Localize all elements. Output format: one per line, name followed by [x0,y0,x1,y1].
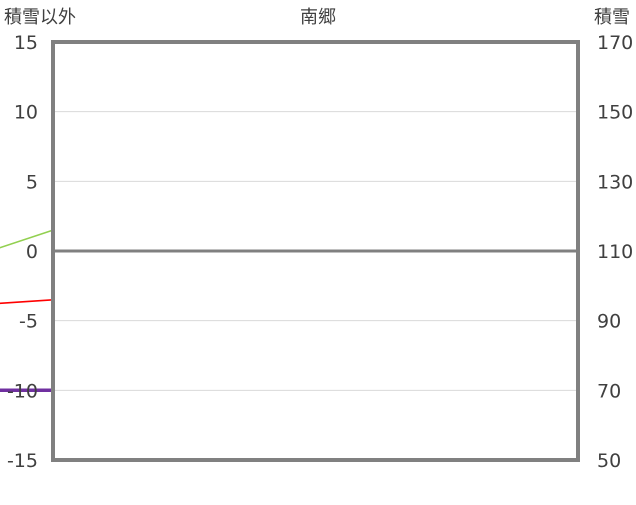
y-right-tick-label: 150 [597,102,633,124]
y-left-tick-label: 15 [14,32,38,54]
y-right-tick-label: 110 [597,241,633,263]
y-left-tick-label: 5 [26,171,38,193]
y-left-tick-label: -15 [7,450,38,472]
chart-title: 南郷 [300,7,336,28]
y-right-tick-label: 70 [597,380,621,402]
y-right-tick-label: 50 [597,450,621,472]
y-right-axis-label: 積雪 [594,7,630,28]
y-left-tick-label: -10 [7,380,38,402]
y-right-tick-label: 90 [597,311,621,333]
temperature-line [0,299,54,305]
y-right-tick-label: 170 [597,32,633,54]
plot-frame [51,40,580,462]
y-left-tick-label: -5 [19,311,38,333]
y-left-tick-label: 10 [14,102,38,124]
y-left-axis-label: 積雪以外 [4,7,76,28]
y-left-tick-label: 0 [26,241,38,263]
y-right-tick-label: 130 [597,171,633,193]
